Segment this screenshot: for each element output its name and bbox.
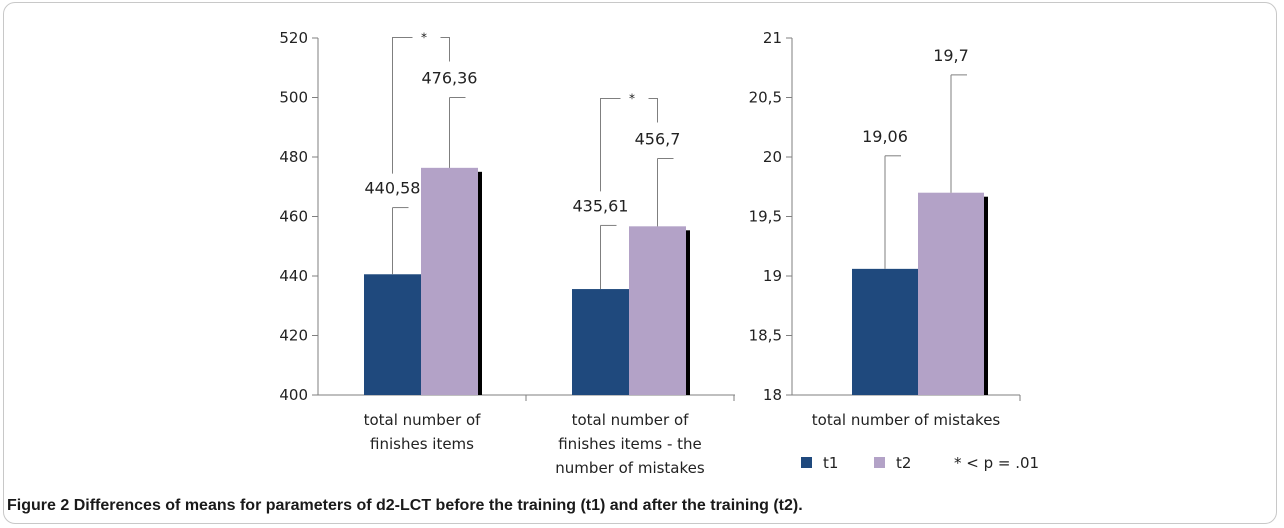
x-category-label: number of mistakes	[555, 459, 705, 477]
significance-bracket	[600, 97, 658, 192]
figure-caption: Figure 2 Differences of means for parame…	[7, 497, 803, 515]
data-label-t1: 435,61	[573, 196, 629, 215]
y-tick-label: 21	[763, 29, 782, 47]
figure-label: Figure 2	[7, 497, 70, 514]
legend-note: * < p = .01	[954, 454, 1039, 472]
x-category-label: finishes items - the	[558, 435, 702, 453]
y-tick-label: 420	[279, 327, 308, 345]
bar-shadow	[686, 230, 690, 395]
y-tick-label: 19	[763, 267, 782, 285]
significance-bracket	[392, 37, 450, 174]
y-tick-label: 20,5	[749, 89, 782, 107]
y-tick-label: 400	[279, 386, 308, 404]
significance-marker: *	[629, 91, 635, 105]
significance-marker: *	[421, 31, 427, 45]
y-tick-label: 20	[763, 148, 782, 166]
y-tick-label: 480	[279, 148, 308, 166]
x-category-label: total number of	[572, 411, 690, 429]
y-tick-label: 18	[763, 386, 782, 404]
data-label-t2: 456,7	[635, 129, 681, 148]
y-tick-label: 460	[279, 208, 308, 226]
bar-shadow	[984, 196, 988, 395]
bar-t1	[852, 268, 918, 395]
data-label-t2: 476,36	[422, 69, 478, 88]
legend-label-t2: t2	[896, 454, 911, 472]
bar-t1	[364, 274, 421, 395]
bar-t1	[572, 289, 629, 395]
y-tick-label: 520	[279, 29, 308, 47]
x-category-label: finishes items	[370, 435, 474, 453]
y-tick-label: 500	[279, 89, 308, 107]
figure-frame	[3, 2, 1277, 524]
data-label-t2: 19,7	[933, 46, 969, 65]
x-category-label: total number of	[364, 411, 482, 429]
figure-caption-text: Differences of means for parameters of d…	[73, 497, 803, 514]
bar-t2	[629, 226, 686, 395]
y-tick-label: 18,5	[749, 327, 782, 345]
legend-swatch-t2	[874, 457, 885, 468]
legend-swatch-t1	[801, 457, 812, 468]
legend-label-t1: t1	[823, 454, 838, 472]
y-tick-label: 19,5	[749, 208, 782, 226]
y-tick-label: 440	[279, 267, 308, 285]
bar-t2	[421, 167, 478, 395]
bar-shadow	[478, 171, 482, 395]
data-label-t1: 19,06	[862, 127, 908, 146]
data-label-t1: 440,58	[365, 179, 421, 198]
x-category-label: total number of mistakes	[812, 411, 1001, 429]
bar-t2	[918, 192, 984, 395]
